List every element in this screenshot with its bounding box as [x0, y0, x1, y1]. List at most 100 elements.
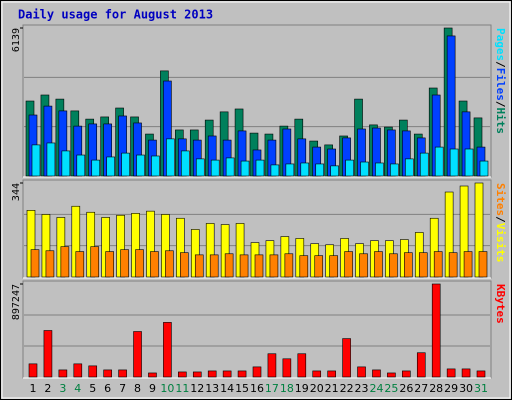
bar [252, 366, 262, 378]
bar [28, 363, 38, 378]
x-tick-label: 31 [474, 382, 488, 395]
x-tick-label: 4 [74, 382, 81, 395]
x-tick-label: 2 [44, 382, 51, 395]
bar [270, 164, 280, 177]
bar [60, 246, 70, 278]
x-tick-label: 6 [104, 382, 111, 395]
x-tick-label: 22 [340, 382, 354, 395]
bar [327, 370, 336, 378]
bar [207, 370, 217, 378]
bar [73, 363, 83, 378]
bar [31, 144, 41, 177]
bar [405, 158, 414, 177]
legend-separator: / [494, 61, 507, 68]
bar [402, 370, 411, 378]
panel [22, 280, 492, 379]
bar [239, 254, 249, 278]
bar [178, 371, 187, 378]
x-tick-label: 1 [30, 382, 37, 395]
bar [75, 251, 85, 278]
x-tick-label: 14 [220, 382, 234, 395]
bar [416, 352, 426, 378]
bar [312, 370, 322, 378]
bar [237, 370, 247, 378]
bar [446, 368, 456, 378]
x-tick-label: 5 [89, 382, 96, 395]
bar [118, 369, 127, 378]
bar [404, 252, 413, 278]
x-tick-label: 29 [444, 382, 458, 395]
bar [181, 150, 190, 177]
x-tick-label: 17 [265, 382, 279, 395]
bar [463, 251, 473, 278]
bar [240, 160, 250, 177]
bar [90, 246, 100, 278]
bar [254, 254, 264, 278]
bar [45, 250, 55, 278]
bar [165, 250, 174, 278]
bar [389, 253, 398, 278]
y-tick-label: 6139 [11, 28, 22, 52]
x-tick-label: 20 [310, 382, 324, 395]
x-tick-label: 16 [250, 382, 264, 395]
legend-entry: Hits [494, 108, 507, 135]
bar [478, 251, 488, 278]
bar [299, 255, 309, 278]
legend-entry: Files [494, 68, 507, 101]
x-tick-label: 26 [399, 382, 413, 395]
bar [148, 372, 157, 378]
bar [150, 251, 159, 278]
bar [479, 160, 489, 177]
bar [210, 159, 220, 177]
bar [194, 254, 204, 278]
x-tick-label: 23 [355, 382, 369, 395]
legend: KBytes [494, 284, 507, 324]
bar [314, 255, 324, 278]
bar [163, 322, 172, 378]
chart-title: Daily usage for August 2013 [18, 8, 213, 22]
bar [357, 366, 366, 378]
bar [359, 253, 368, 278]
bar [387, 372, 396, 378]
bar [360, 161, 369, 177]
bar [180, 252, 189, 278]
bar [285, 163, 295, 177]
x-tick-label: 19 [295, 382, 309, 395]
bar [342, 338, 351, 378]
bar [269, 254, 279, 278]
x-tick-label: 30 [459, 382, 473, 395]
x-tick-label: 10 [160, 382, 174, 395]
bar [133, 331, 142, 378]
bar [372, 369, 381, 378]
bar [461, 368, 471, 378]
bar [344, 251, 353, 278]
x-tick-label: 25 [384, 382, 398, 395]
bar [58, 369, 68, 378]
x-tick-label: 18 [280, 382, 294, 395]
bar [448, 252, 458, 278]
bar [91, 159, 101, 177]
bar [282, 358, 292, 378]
bar [375, 162, 384, 177]
bar [433, 251, 443, 278]
bar [30, 249, 40, 278]
y-tick-label: 344 [11, 183, 22, 201]
bar [106, 156, 115, 177]
bar [390, 163, 399, 177]
legend: Pages/Files/Hits [494, 28, 507, 134]
bar [209, 254, 219, 278]
bar [166, 138, 175, 177]
x-tick-label: 9 [149, 382, 156, 395]
x-tick-label: 28 [429, 382, 443, 395]
x-tick-label: 27 [414, 382, 428, 395]
x-tick-label: 13 [205, 382, 219, 395]
bar [135, 249, 144, 278]
bar [61, 150, 71, 177]
bar [476, 370, 486, 378]
x-tick-label: 11 [175, 382, 189, 395]
legend-entry: KBytes [494, 284, 507, 324]
bar [315, 163, 325, 177]
legend-entry: Pages [494, 28, 507, 61]
bar [300, 162, 310, 177]
bar [195, 158, 205, 177]
